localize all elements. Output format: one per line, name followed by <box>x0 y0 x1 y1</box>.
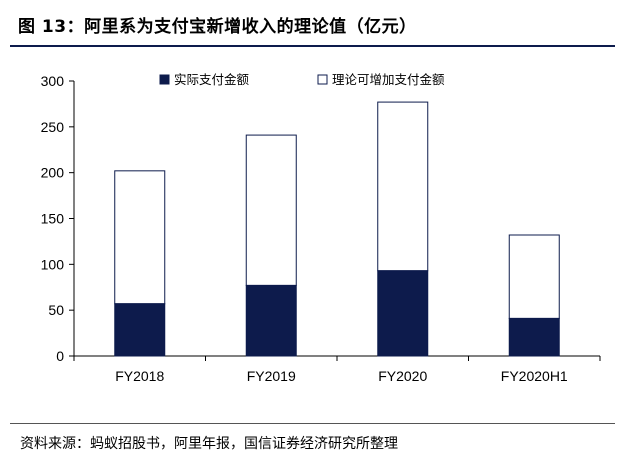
y-tick-label: 250 <box>41 119 65 135</box>
y-tick-label: 300 <box>41 73 65 89</box>
bar-theoretical-fy2020h1 <box>508 234 560 319</box>
source-note: 资料来源：蚂蚁招股书，阿里年报，国信证券经济研究所整理 <box>20 436 398 452</box>
bar-theoretical-fy2019 <box>245 134 297 286</box>
legend-swatch-actual <box>159 74 170 85</box>
bar-actual-fy2020h1 <box>508 317 560 357</box>
bar-actual-fy2020 <box>377 270 429 357</box>
chart-bars <box>114 101 560 357</box>
bar-theoretical-fy2018 <box>114 170 166 305</box>
legend-label: 理论可增加支付金额 <box>332 72 445 87</box>
legend-label: 实际支付金额 <box>174 72 250 87</box>
x-tick-label: FY2019 <box>247 368 296 384</box>
chart-axes: 0 50 100 150 200 250 300 <box>41 73 601 364</box>
x-tick-label: FY2020 <box>378 368 427 384</box>
y-tick-label: 100 <box>41 256 65 272</box>
y-tick-label: 200 <box>41 165 65 181</box>
footer-divider <box>10 423 615 424</box>
bar-theoretical-fy2020 <box>377 101 429 272</box>
legend-swatch-theoretical <box>317 74 328 85</box>
y-tick-label: 150 <box>41 211 65 227</box>
chart-title: 图 13：阿里系为支付宝新增收入的理论值（亿元） <box>18 17 417 37</box>
x-tick-label: FY2018 <box>115 368 164 384</box>
x-tick-label: FY2020H1 <box>501 368 568 384</box>
y-tick-label: 50 <box>48 302 64 318</box>
chart-legend: 实际支付金额 理论可增加支付金额 <box>159 72 445 87</box>
title-divider <box>10 45 615 47</box>
y-tick-label: 0 <box>56 348 64 364</box>
bar-actual-fy2018 <box>114 303 166 357</box>
x-axis-labels: FY2018 FY2019 FY2020 FY2020H1 <box>115 368 568 384</box>
bar-actual-fy2019 <box>245 284 297 357</box>
